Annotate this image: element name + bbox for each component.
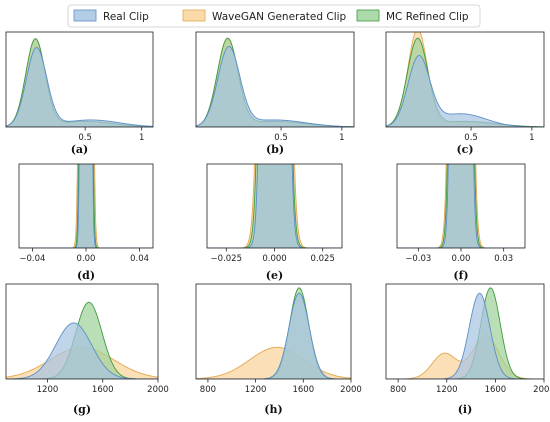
axes-frame <box>385 283 545 380</box>
panel-caption: (c) <box>456 143 473 156</box>
density-areas <box>6 38 153 127</box>
x-tick-label: 1 <box>529 133 534 143</box>
legend-swatch-wavegan <box>182 9 206 22</box>
legend-label-mc: MC Refined Clip <box>386 11 469 23</box>
x-tick-label: 1600 <box>92 385 114 395</box>
axes-frame <box>5 31 154 128</box>
axes-frame <box>385 31 545 128</box>
density-areas <box>207 164 342 248</box>
panel-caption: (f) <box>453 269 468 282</box>
x-tick-label: 1600 <box>292 385 314 395</box>
density-wavegan-generated-clip <box>196 346 351 379</box>
density-areas <box>196 287 351 379</box>
panel-caption: (a) <box>71 143 89 156</box>
legend-swatch-mc <box>356 9 380 22</box>
panel-caption: (i) <box>458 403 473 416</box>
x-tick-label: 0.5 <box>78 133 92 143</box>
panel-caption: (b) <box>266 143 284 156</box>
density-areas <box>196 37 354 127</box>
x-tick-label: −0.04 <box>19 254 45 264</box>
legend: Real Clip WaveGAN Generated Clip MC Refi… <box>67 4 481 28</box>
x-tick-label: 800 <box>200 385 216 395</box>
axes-frame <box>5 283 159 380</box>
panel-e: −0.025 0.000 0.025 (e) <box>206 163 343 282</box>
x-tick-label: 0.03 <box>494 254 513 264</box>
x-tick-label: −0.03 <box>405 254 431 264</box>
x-tick-label: 1600 <box>485 385 507 395</box>
x-tick-label: 2000 <box>533 385 550 395</box>
panel-h: 800 1200 1600 2000 (h) <box>195 283 362 416</box>
x-tick-label: 1 <box>339 133 344 143</box>
panel-i: 800 1200 1600 2000 (i) <box>385 283 550 416</box>
panel-g: 1200 1600 2000 (g) <box>5 283 169 416</box>
x-tick-label: 1 <box>139 133 144 143</box>
density-real-clip <box>207 164 342 248</box>
legend-label-wavegan: WaveGAN Generated Clip <box>212 11 347 23</box>
x-tick-label: 0.00 <box>77 254 96 264</box>
density-real-clip <box>196 292 351 379</box>
density-areas <box>6 301 158 379</box>
panel-f: −0.03 0.00 0.03 (f) <box>396 163 526 282</box>
panel-d: −0.04 0.00 0.04 (d) <box>18 163 154 282</box>
x-tick-label: 2000 <box>147 385 169 395</box>
x-tick-label: −0.025 <box>211 254 242 264</box>
x-tick-label: 2000 <box>340 385 362 395</box>
panel-caption: (h) <box>264 403 282 416</box>
x-tick-label: 0.00 <box>452 254 471 264</box>
x-tick-label: 0.5 <box>464 133 478 143</box>
panels: 0.5 1(a)0.5 1(b)0.5 1(c)−0.04 0.00 0.04(d)−0.… <box>5 31 550 416</box>
x-tick-label: 1200 <box>37 385 59 395</box>
density-real-clip <box>6 322 158 379</box>
density-real-clip <box>6 47 153 127</box>
legend-label-real: Real Clip <box>103 11 149 23</box>
axes-frame <box>195 31 355 128</box>
density-areas <box>19 164 153 248</box>
x-tick-label: 0.04 <box>130 254 149 264</box>
x-tick-label: 0.025 <box>311 254 335 264</box>
panel-caption: (d) <box>77 269 95 282</box>
legend-swatch-real <box>73 9 97 22</box>
density-real-clip <box>386 292 544 379</box>
x-tick-label: 1200 <box>436 385 458 395</box>
density-areas <box>386 32 544 127</box>
panel-caption: (e) <box>266 269 283 282</box>
density-real-clip <box>196 45 354 127</box>
density-real-clip <box>397 164 525 248</box>
x-tick-label: 800 <box>390 385 406 395</box>
panel-a: 0.5 1 (a) <box>5 31 154 156</box>
density-real-clip <box>19 164 153 248</box>
density-real-clip <box>386 55 544 127</box>
x-tick-label: 0.5 <box>274 133 288 143</box>
axes-frame <box>195 283 352 380</box>
x-tick-label: 0.000 <box>262 254 286 264</box>
panel-b: 0.5 1 (b) <box>195 31 355 156</box>
x-tick-label: 1200 <box>245 385 267 395</box>
panel-c: 0.5 1 (c) <box>385 31 545 156</box>
density-areas <box>386 287 544 379</box>
density-areas <box>397 164 525 248</box>
panel-caption: (g) <box>73 403 91 416</box>
